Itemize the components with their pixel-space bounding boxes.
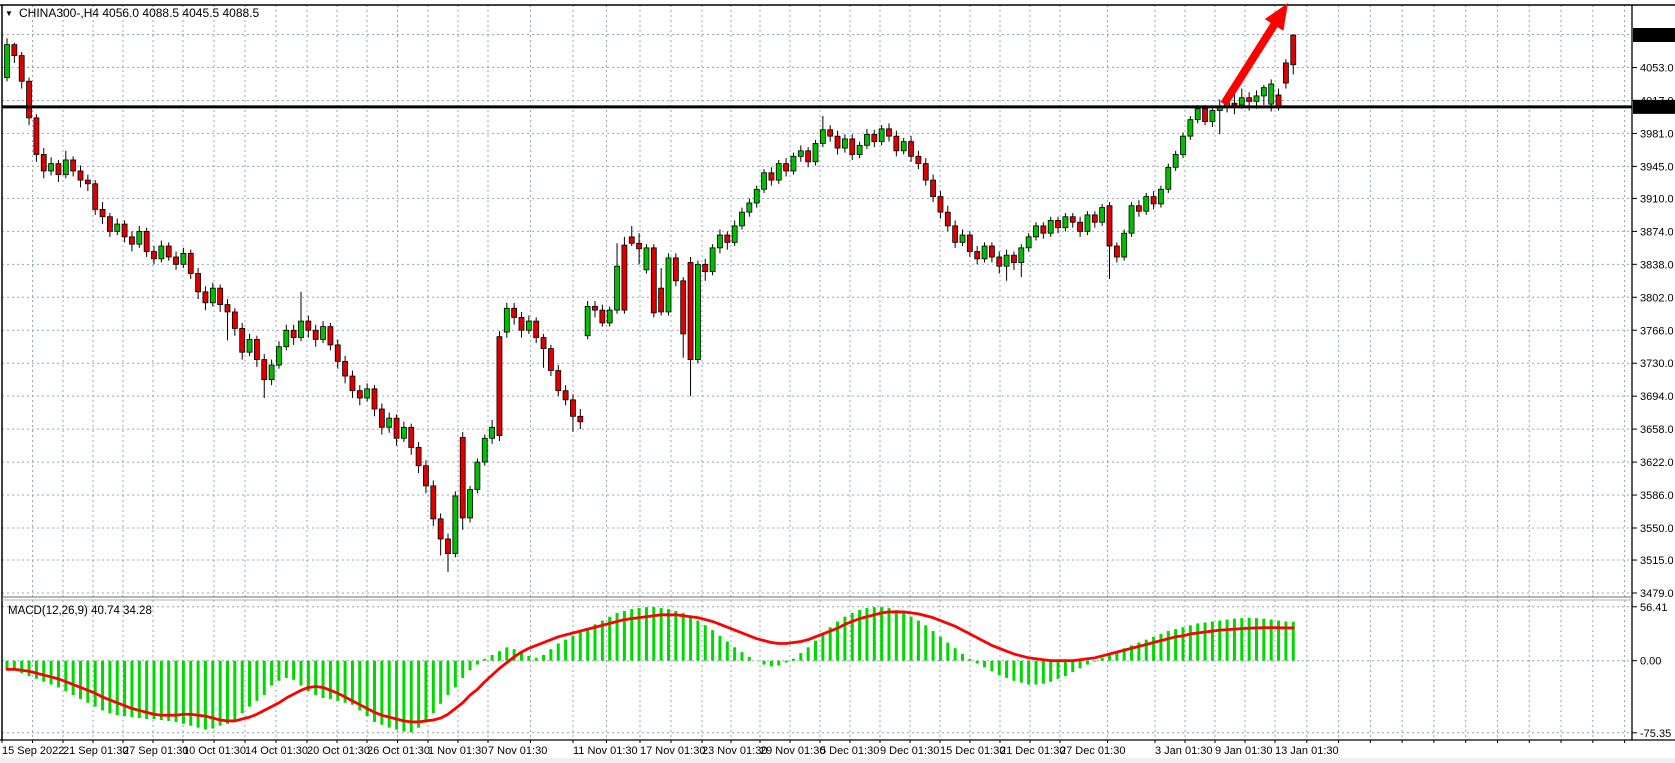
time-tick-label: 15 Sep 2022 (2, 745, 64, 757)
price-tag: 4088.5 (1637, 30, 1671, 42)
time-tick-label: 29 Nov 01:30 (760, 745, 825, 757)
time-tick-label: 1 Nov 01:30 (428, 745, 487, 757)
macd-tick-label: 56.41 (1640, 602, 1668, 614)
time-tick-label: 23 Nov 01:30 (702, 745, 767, 757)
time-tick-label: 11 Nov 01:30 (573, 745, 638, 757)
price-tick-label: 3766.0 (1640, 325, 1674, 337)
price-tick-label: 3730.0 (1640, 358, 1674, 370)
time-tick-label: 13 Jan 01:30 (1275, 745, 1339, 757)
macd-label: MACD(12,26,9) 40.74 34.28 (8, 605, 152, 617)
macd-tick-label: 0.00 (1640, 656, 1661, 668)
price-tick-label: 3479.0 (1640, 588, 1674, 600)
price-tick-label: 3515.0 (1640, 555, 1674, 567)
price-tick-label: 3874.0 (1640, 226, 1674, 238)
price-tick-label: 3910.0 (1640, 193, 1674, 205)
time-tick-label: 5 Dec 01:30 (820, 745, 879, 757)
axis-labels-layer: 4053.04017.03981.03945.03910.03874.03838… (1, 28, 1675, 757)
time-tick-label: 10 Oct 01:30 (183, 745, 246, 757)
price-tick-label: 3694.0 (1640, 391, 1674, 403)
price-tick-label: 3586.0 (1640, 490, 1674, 502)
time-tick-label: 9 Jan 01:30 (1215, 745, 1273, 757)
price-tag: 4010.0 (1637, 102, 1671, 114)
price-tick-label: 3550.0 (1640, 523, 1674, 535)
chart-frame (0, 4, 1675, 763)
price-tick-label: 4053.0 (1640, 63, 1674, 75)
price-tick-label: 3838.0 (1640, 259, 1674, 271)
time-tick-label: 21 Dec 01:30 (1000, 745, 1065, 757)
time-tick-label: 21 Sep 01:30 (63, 745, 128, 757)
time-tick-label: 15 Dec 01:30 (940, 745, 1005, 757)
chart-title: CHINA300-,H4 4056.0 4088.5 4045.5 4088.5 (19, 6, 260, 20)
time-tick-label: 26 Oct 01:30 (367, 745, 430, 757)
time-tick-label: 3 Jan 01:30 (1155, 745, 1213, 757)
candles-layer (4, 34, 1297, 572)
price-tick-label: 3658.0 (1640, 424, 1674, 436)
time-tick-label: 14 Oct 01:30 (245, 745, 308, 757)
time-tick-label: 20 Oct 01:30 (307, 745, 370, 757)
time-tick-label: 7 Nov 01:30 (488, 745, 547, 757)
time-tick-label: 27 Sep 01:30 (123, 745, 188, 757)
arrow-annotation[interactable] (1220, 3, 1288, 107)
grid-layer (1, 5, 1632, 740)
price-tick-label: 3981.0 (1640, 128, 1674, 140)
chevron-down-icon[interactable]: ▼ (5, 9, 13, 18)
time-tick-label: 9 Dec 01:30 (880, 745, 939, 757)
macd-tick-label: -75.35 (1640, 728, 1671, 740)
price-tick-label: 3945.0 (1640, 161, 1674, 173)
macd-indicator-layer (5, 607, 1295, 733)
time-tick-label: 17 Nov 01:30 (640, 745, 705, 757)
price-tick-label: 3622.0 (1640, 457, 1674, 469)
price-tick-label: 3802.0 (1640, 292, 1674, 304)
time-tick-label: 27 Dec 01:30 (1060, 745, 1125, 757)
